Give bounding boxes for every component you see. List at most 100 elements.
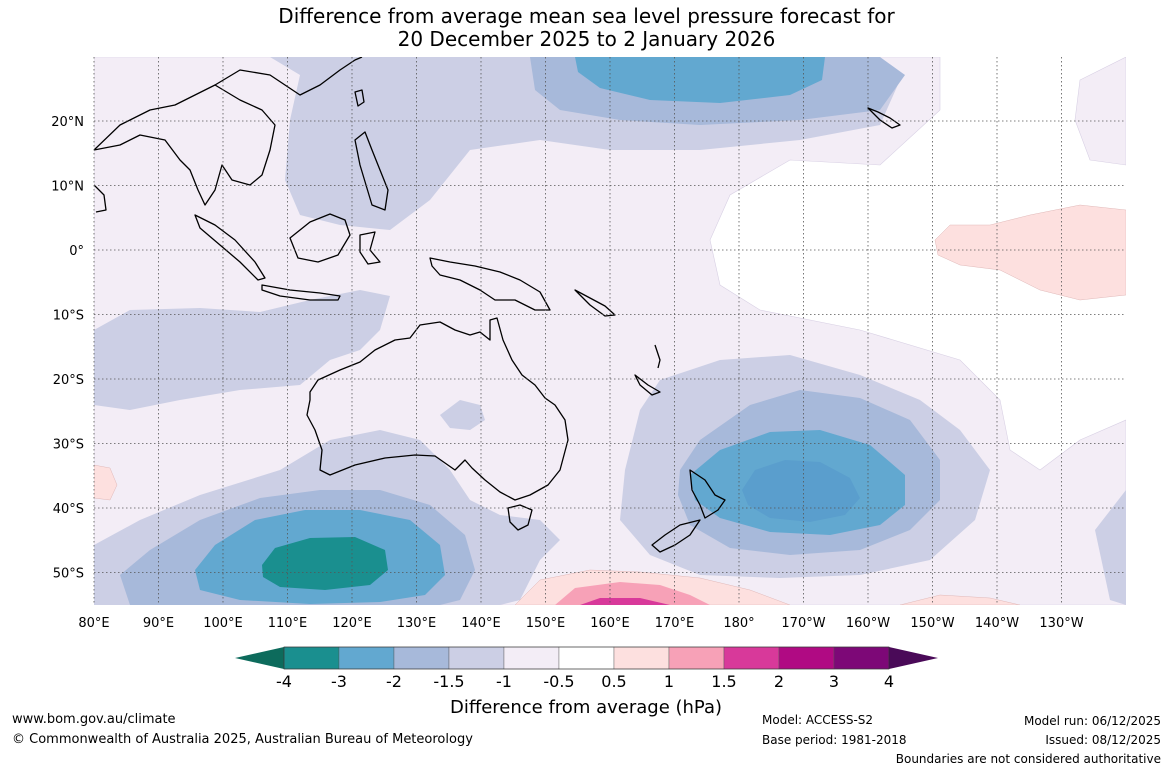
lon-label: 90°E bbox=[143, 616, 174, 631]
colorbar-frame bbox=[283, 646, 890, 670]
longitude-labels: 80°E 90°E 100°E 110°E 120°E 130°E 140°E … bbox=[78, 616, 1083, 631]
colorbar-low-extend bbox=[235, 647, 284, 669]
contour-indian-west-positive bbox=[94, 464, 118, 501]
boundary-disclaimer: Boundaries are not considered authoritat… bbox=[895, 752, 1161, 766]
colorbar-tick: -3 bbox=[331, 672, 347, 691]
contour-southern-ocean-minus-3 bbox=[262, 537, 388, 590]
colorbar-tick: -0.5 bbox=[543, 672, 574, 691]
solomon-islands-coastline bbox=[574, 289, 616, 317]
colorbar-tick-labels: -4 -3 -2 -1.5 -1 -0.5 0.5 1 1.5 2 3 4 bbox=[276, 672, 894, 691]
colorbar-tick: 1 bbox=[664, 672, 674, 691]
map-title-line-2: 20 December 2025 to 2 January 2026 bbox=[397, 27, 776, 51]
hawaii-coastline bbox=[867, 107, 901, 129]
australia-coastline bbox=[306, 317, 569, 501]
contour-band-plus-1 bbox=[555, 582, 710, 605]
website-link[interactable]: www.bom.gov.au/climate bbox=[12, 712, 176, 727]
lon-label: 160°W bbox=[846, 616, 890, 631]
lon-label: 80°E bbox=[78, 616, 109, 631]
colorbar-title: Difference from average (hPa) bbox=[450, 697, 722, 718]
lon-label: 120°E bbox=[332, 616, 372, 631]
colorbar-segment bbox=[723, 646, 780, 670]
lon-label: 140°E bbox=[461, 616, 501, 631]
new-zealand-south-coastline bbox=[651, 519, 701, 553]
map-panel bbox=[94, 57, 1126, 605]
lon-label: 150°W bbox=[910, 616, 954, 631]
new-zealand-north-coastline bbox=[689, 469, 726, 519]
lon-label: 170°W bbox=[781, 616, 825, 631]
contour-band-minus-3 bbox=[262, 57, 860, 590]
graticule bbox=[93, 57, 1126, 605]
taiwan-coastline bbox=[354, 89, 365, 107]
lat-label: 20°S bbox=[53, 373, 84, 388]
colorbar-segment bbox=[668, 646, 725, 670]
model-name: Model: ACCESS-S2 bbox=[762, 713, 874, 727]
lon-label: 160°E bbox=[590, 616, 630, 631]
lat-label: 0° bbox=[69, 244, 84, 259]
contour-north-pacific-minus-3 bbox=[620, 57, 800, 84]
new-caledonia-coastline bbox=[634, 374, 661, 396]
lon-label: 140°W bbox=[975, 616, 1019, 631]
contour-far-south-east-positive bbox=[899, 594, 1021, 605]
lon-label: 130°E bbox=[397, 616, 437, 631]
lat-label: 20°N bbox=[51, 115, 84, 130]
colorbar-tick: 0.5 bbox=[601, 672, 626, 691]
sri-lanka-coastline bbox=[94, 184, 107, 213]
china-coastline bbox=[214, 57, 363, 96]
colorbar-high-extend bbox=[889, 647, 938, 669]
colorbar-tick: -1.5 bbox=[433, 672, 464, 691]
colorbar-segment bbox=[283, 646, 340, 670]
lon-label: 180° bbox=[723, 616, 754, 631]
colorbar-tick: 3 bbox=[829, 672, 839, 691]
colorbar: -4 -3 -2 -1.5 -1 -0.5 0.5 1 1.5 2 3 4 Di… bbox=[235, 646, 938, 718]
sulawesi-coastline bbox=[359, 231, 381, 265]
philippines-coastline bbox=[354, 131, 389, 211]
map-title-line-1: Difference from average mean sea level p… bbox=[278, 4, 895, 28]
colorbar-segment bbox=[778, 646, 835, 670]
colorbar-tick: -4 bbox=[276, 672, 292, 691]
lon-label: 130°W bbox=[1039, 616, 1083, 631]
colorbar-segment bbox=[393, 646, 450, 670]
colorbar-tick: 2 bbox=[774, 672, 784, 691]
vanuatu-coastline bbox=[654, 344, 661, 369]
colorbar-segment bbox=[338, 646, 395, 670]
colorbar-segments bbox=[283, 646, 890, 670]
lat-label: 10°S bbox=[53, 309, 84, 324]
contour-central-pacific-positive bbox=[934, 204, 1126, 301]
colorbar-segment bbox=[503, 646, 560, 670]
tasmania-coastline bbox=[507, 504, 533, 531]
copyright-text: © Commonwealth of Australia 2025, Austra… bbox=[12, 732, 473, 747]
latitude-labels: 20°N 10°N 0° 10°S 20°S 30°S 40°S 50°S bbox=[51, 115, 84, 582]
base-period: Base period: 1981-2018 bbox=[762, 733, 907, 747]
lat-label: 10°N bbox=[51, 180, 84, 195]
colorbar-segment bbox=[448, 646, 505, 670]
lat-label: 40°S bbox=[53, 502, 84, 517]
contour-indian-ocean-minus-1 bbox=[94, 290, 390, 410]
contour-tasman-minus-3 bbox=[742, 460, 860, 522]
lon-label: 170°E bbox=[655, 616, 695, 631]
lat-label: 50°S bbox=[53, 567, 84, 582]
colorbar-tick: 4 bbox=[884, 672, 894, 691]
colorbar-tick: 1.5 bbox=[711, 672, 736, 691]
colorbar-segment bbox=[558, 646, 615, 670]
colorbar-segment bbox=[613, 646, 670, 670]
borneo-coastline bbox=[289, 213, 351, 263]
contour-band-plus-1.5 bbox=[580, 598, 670, 605]
contour-east-pacific-negative bbox=[1074, 57, 1126, 166]
coastlines bbox=[94, 57, 901, 553]
issued-date: Issued: 08/12/2025 bbox=[1045, 733, 1161, 747]
lat-label: 30°S bbox=[53, 438, 84, 453]
java-coastline bbox=[261, 284, 341, 301]
contour-far-east-minus-1 bbox=[1095, 490, 1126, 605]
colorbar-segment bbox=[833, 646, 890, 670]
colorbar-tick: -2 bbox=[386, 672, 402, 691]
new-guinea-coastline bbox=[429, 257, 551, 311]
mainland-se-asia-coastline bbox=[94, 84, 276, 206]
lon-label: 100°E bbox=[203, 616, 243, 631]
lon-label: 150°E bbox=[526, 616, 566, 631]
lon-label: 110°E bbox=[268, 616, 308, 631]
model-run-date: Model run: 06/12/2025 bbox=[1023, 714, 1161, 728]
sumatra-coastline bbox=[194, 214, 266, 281]
colorbar-tick: -1 bbox=[496, 672, 512, 691]
contour-bight-minus-1 bbox=[440, 400, 485, 430]
